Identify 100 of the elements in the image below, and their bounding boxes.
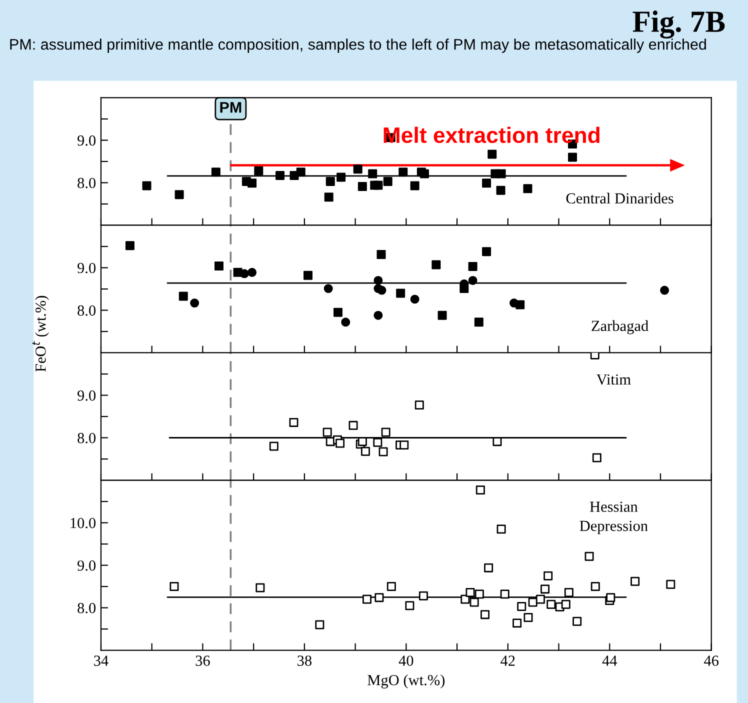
annotation: Zarbagad: [592, 320, 648, 334]
point: [374, 310, 383, 320]
point: [296, 168, 306, 177]
x-tick-label: 38: [298, 656, 312, 666]
point: [336, 172, 346, 182]
y-tick-label: 8.0: [78, 305, 96, 316]
point: [360, 446, 370, 456]
point: [125, 241, 134, 250]
annotation: Hessian Depression: [580, 502, 648, 534]
y-tick-label: 9.0: [78, 390, 96, 401]
point: [517, 602, 526, 611]
point: [178, 292, 188, 301]
point: [142, 181, 152, 190]
annotation: Vitim: [596, 374, 631, 385]
point: [315, 620, 324, 630]
point: [256, 583, 265, 592]
point: [468, 276, 478, 285]
point: [348, 420, 358, 430]
point: [398, 168, 408, 177]
point: [386, 582, 396, 592]
point: [374, 180, 383, 190]
y-tick-label: 9.0: [78, 560, 96, 571]
point: [528, 598, 538, 607]
point: [190, 298, 200, 308]
x-tick-label: 36: [196, 656, 210, 666]
point: [362, 594, 372, 604]
point: [524, 613, 533, 622]
point: [410, 181, 420, 190]
point: [474, 318, 484, 327]
y-tick-label: 10.0: [70, 518, 96, 528]
point: [468, 262, 478, 271]
x-tick-label: 44: [602, 656, 618, 666]
point: [400, 440, 409, 450]
point: [666, 580, 676, 589]
x-tick-label: 34: [94, 656, 108, 666]
point: [660, 286, 670, 295]
point: [523, 184, 532, 194]
point: [334, 308, 343, 317]
point: [509, 298, 518, 308]
ref-line-label: PM: [220, 102, 242, 113]
point: [564, 588, 574, 597]
point: [324, 284, 333, 294]
point: [373, 438, 382, 447]
point: [383, 176, 392, 186]
point: [376, 250, 386, 260]
point: [414, 400, 424, 410]
point: [590, 582, 600, 592]
point: [544, 571, 553, 580]
point: [561, 600, 570, 609]
point: [269, 442, 278, 451]
point: [496, 186, 506, 195]
y-axis-title: FeO$^{t}$ (wt.%): [32, 296, 49, 372]
point: [405, 601, 414, 610]
point: [248, 268, 257, 277]
point: [420, 169, 429, 178]
point: [474, 590, 484, 599]
chart-title: Fig. 7B: [632, 10, 725, 38]
point: [630, 576, 640, 586]
point: [512, 618, 522, 628]
point: [377, 286, 386, 295]
point: [353, 164, 362, 174]
point: [336, 438, 345, 448]
point: [374, 276, 383, 285]
point: [324, 192, 334, 202]
point: [214, 262, 224, 271]
point: [500, 590, 510, 599]
point: [592, 453, 602, 462]
point: [466, 588, 475, 597]
x-tick-label: 42: [500, 656, 515, 666]
point: [496, 524, 506, 534]
point: [484, 563, 494, 572]
point: [381, 428, 390, 437]
y-tick-label: 8.0: [78, 178, 96, 188]
x-tick-label: 40: [398, 656, 414, 666]
point: [396, 288, 406, 298]
point: [476, 486, 485, 495]
point: [378, 447, 388, 456]
point: [254, 166, 264, 176]
point: [303, 270, 312, 280]
point: [584, 552, 594, 561]
point: [488, 150, 497, 159]
y-tick-label: 9.0: [78, 135, 96, 146]
x-tick-label: 46: [704, 656, 719, 666]
point: [482, 247, 492, 256]
point: [606, 593, 616, 602]
point: [470, 598, 479, 607]
point: [480, 610, 490, 620]
point: [276, 171, 285, 180]
point: [358, 182, 367, 192]
point: [326, 176, 335, 186]
point: [438, 310, 447, 320]
point: [341, 318, 350, 327]
point: [374, 593, 384, 602]
point: [482, 178, 492, 188]
x-axis-title: MgO (wt.%): [368, 674, 445, 688]
point: [496, 169, 506, 178]
y-tick-label: 8.0: [78, 602, 96, 614]
annotation: Melt extraction trend: [384, 126, 600, 144]
point: [322, 428, 332, 437]
point: [568, 152, 577, 162]
